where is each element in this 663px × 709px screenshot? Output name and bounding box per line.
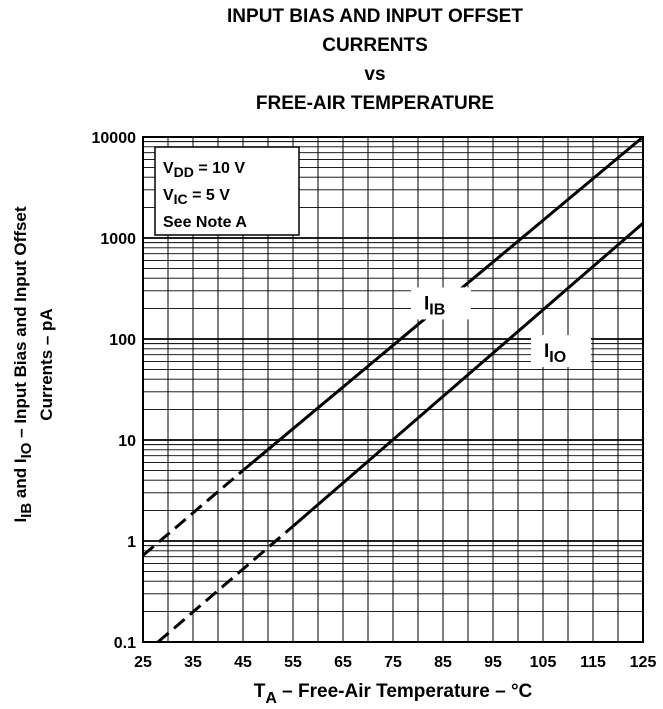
series-label-io: IIO [544, 341, 566, 366]
condition-line: VIC = 5 V [163, 187, 230, 207]
y-axis-label-p3: – Input Bias and Input Offset [11, 206, 30, 442]
y-tick-label: 100 [109, 332, 136, 349]
y-tick-label: 1000 [100, 231, 136, 248]
x-axis-label-rest: – Free-Air Temperature – °C [277, 681, 533, 702]
y-axis-label-p1: I [11, 518, 30, 523]
series-label-backdrop [411, 287, 471, 320]
series-label-backdrop [531, 335, 591, 368]
x-tick-label: 75 [384, 654, 402, 671]
chart-title-line: FREE-AIR TEMPERATURE [255, 93, 495, 114]
condition-line: See Note A [163, 214, 247, 231]
y-tick-label: 1 [127, 534, 136, 551]
x-axis-label-main: T [254, 681, 266, 702]
y-axis-label-p2: and I [11, 458, 30, 502]
y-tick-label: 10000 [92, 130, 137, 147]
conditions-box [154, 146, 300, 236]
chart-annotations: IIB IIO VDD = 10 V VIC = 5 V See Note A [154, 146, 591, 368]
condition-line: VDD = 10 V [163, 160, 245, 180]
y-axis-label-s1: IB [18, 503, 35, 518]
y-tick-label: 10 [118, 433, 136, 450]
x-tick-label: 85 [434, 654, 452, 671]
x-tick-label: 25 [134, 654, 152, 671]
x-tick-label: 65 [334, 654, 352, 671]
series-label-ib: IIB [424, 293, 445, 318]
x-tick-label: 105 [530, 654, 557, 671]
y-axis-label-s2: IO [18, 442, 35, 458]
x-tick-label: 55 [284, 654, 302, 671]
plot-frame [142, 136, 644, 643]
tick-labels: 25 35 45 55 65 75 85 95 105 115 125 0.1 1 10 100 1000 10… [92, 130, 657, 671]
y-axis-label-line2: Currents – pA [37, 308, 56, 420]
grid [143, 137, 643, 642]
x-tick-label: 45 [234, 654, 252, 671]
x-axis-label: TA – Free-Air Temperature – °C [254, 681, 533, 707]
y-axis-label-line1: IIB and IIO – Input Bias and Input Offse… [11, 206, 35, 522]
series-line-ib-dashed [142, 469, 244, 557]
chart-title-line: vs [364, 64, 386, 85]
series-line-io-dashed [157, 525, 294, 644]
x-tick-label: 115 [580, 654, 606, 671]
x-tick-label: 125 [630, 654, 657, 671]
x-axis-label-sub: A [265, 690, 277, 707]
series-line-io [292, 222, 644, 528]
chart-title-line: CURRENTS [322, 35, 428, 56]
x-tick-label: 35 [184, 654, 202, 671]
x-tick-label: 95 [484, 654, 502, 671]
chart-title-line: INPUT BIAS AND INPUT OFFSET [227, 6, 523, 27]
y-tick-label: 0.1 [114, 635, 136, 652]
